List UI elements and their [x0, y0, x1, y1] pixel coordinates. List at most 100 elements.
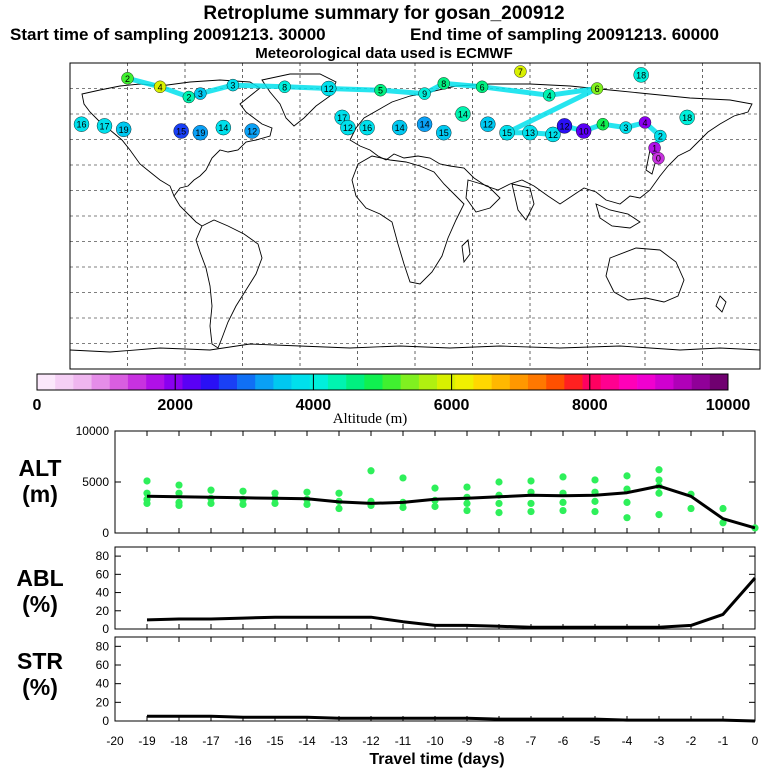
alt-ylabel-line2: (m): [22, 481, 58, 507]
str-ylabel-line1: STR: [17, 648, 63, 674]
xtick-label: -4: [622, 734, 633, 748]
panel-ytick-label: 20: [96, 604, 110, 618]
plume-marker-label: 3: [623, 123, 628, 133]
alt-scatter-point: [175, 501, 183, 510]
alt-scatter-point: [559, 473, 567, 481]
plume-marker-label: 3: [230, 81, 235, 91]
colorbar-swatch: [55, 374, 74, 390]
colorbar-swatch: [218, 374, 238, 390]
alt-scatter-point: [335, 504, 343, 513]
str-ylabel: STR (%): [0, 648, 80, 700]
alt-scatter-point: [207, 486, 215, 494]
map-gridlines: [70, 63, 760, 369]
plume-marker: [359, 119, 375, 136]
plume-marker: [418, 87, 431, 100]
colorbar-xlabel: Altitude (m): [333, 411, 408, 427]
plume-marker: [192, 124, 209, 141]
alt-ylabel-line1: ALT: [18, 455, 62, 481]
colorbar-swatch: [418, 374, 438, 390]
travel-time-axis: -20 -19 -18 -17 -16 -15 -14 -13 -12 -11 -10 -9 -8 -7-…: [106, 734, 758, 768]
alt-scatter-point: [303, 500, 311, 509]
plume-marker-label: 4: [547, 91, 552, 101]
alt-scatter-point: [175, 489, 183, 497]
alt-ylabel: ALT (m): [0, 455, 80, 507]
plume-marker: [215, 119, 232, 136]
colorbar-swatch: [291, 374, 311, 390]
alt-scatter-point: [559, 498, 567, 506]
colorbar-swatch: [327, 374, 347, 390]
plume-marker-label: 15: [439, 128, 449, 138]
xtick-label: -17: [202, 734, 220, 748]
alt-scatter-point: [719, 519, 727, 527]
alt-scatter-point: [239, 487, 247, 495]
plume-marker: [638, 116, 652, 129]
plume-marker-label: 19: [119, 125, 129, 135]
colorbar-tick-label: 0: [33, 397, 42, 414]
plume-marker: [522, 124, 538, 141]
panel-ytick-label: 40: [96, 677, 110, 691]
plume-marker-label: 14: [218, 123, 228, 133]
plume-marker: [194, 87, 207, 100]
xtick-label: -15: [266, 734, 284, 748]
alt-scatter-point: [495, 499, 503, 508]
xtick-label: -18: [170, 734, 188, 748]
colorbar-swatch: [509, 374, 529, 390]
plume-marker: [499, 124, 515, 141]
colorbar-swatch: [109, 374, 129, 390]
plume-marker-label: 12: [343, 123, 353, 133]
alt-scatter-point: [719, 504, 727, 513]
plume-marker-label: 0: [656, 154, 661, 164]
colorbar-swatch: [273, 374, 292, 390]
colorbar-tick-label: 6000: [434, 397, 470, 414]
alt-scatter-point: [399, 474, 407, 482]
plume-marker: [480, 116, 496, 132]
colorbar-swatch: [237, 374, 256, 390]
alt-scatter-point: [271, 499, 279, 508]
alt-scatter-point: [463, 506, 471, 515]
colorbar-swatch: [73, 374, 92, 390]
plume-marker: [278, 80, 291, 94]
xtick-label: -16: [234, 734, 252, 748]
panel-ytick-label: 0: [102, 622, 109, 636]
panel-ytick-label: 10000: [76, 424, 110, 438]
alt-scatter-point: [623, 514, 631, 522]
alt-scatter-point: [687, 504, 695, 513]
plume-marker: [514, 65, 527, 78]
plume-marker-label: 2: [125, 74, 130, 84]
xtick-label: 0: [752, 734, 759, 748]
panel-frame: [114, 636, 756, 722]
plume-marker-label: 18: [682, 113, 692, 123]
xtick-label: -10: [426, 734, 444, 748]
plume-marker: [73, 116, 90, 132]
alt-scatter-point: [495, 508, 503, 517]
panel-ytick-label: 0: [102, 526, 109, 540]
alt-scatter-point: [655, 511, 663, 519]
plume-marker-label: 17: [99, 121, 109, 131]
xtick-label: -11: [395, 734, 412, 748]
alt-scatter-point: [591, 507, 599, 516]
colorbar-swatch: [91, 374, 111, 390]
plume-marker-label: 8: [441, 79, 446, 89]
plume-marker: [391, 119, 408, 136]
plume-marker-label: 12: [247, 127, 257, 137]
plume-marker: [340, 119, 356, 136]
alt-scatter-point: [495, 478, 503, 486]
plume-marker-label: 9: [422, 89, 427, 99]
alt-scatter-point: [655, 489, 663, 497]
colorbar-swatch: [473, 374, 492, 390]
colorbar-tick-label: 8000: [572, 397, 608, 414]
xaxis-label: Travel time (days): [369, 751, 504, 768]
alt-scatter-point: [367, 467, 375, 475]
plume-marker-label: 5: [378, 86, 383, 96]
panel-ytick-label: 60: [96, 658, 110, 672]
panel-series-line: [147, 714, 756, 723]
panel-series-line: [146, 577, 757, 629]
alt-scatter-point: [399, 503, 407, 512]
str-ylabel-line2: (%): [22, 674, 58, 700]
plume-marker: [244, 123, 260, 139]
plume-marker-label: 4: [158, 82, 163, 92]
panel-frame: [114, 546, 756, 630]
xtick-label: -3: [654, 734, 665, 748]
